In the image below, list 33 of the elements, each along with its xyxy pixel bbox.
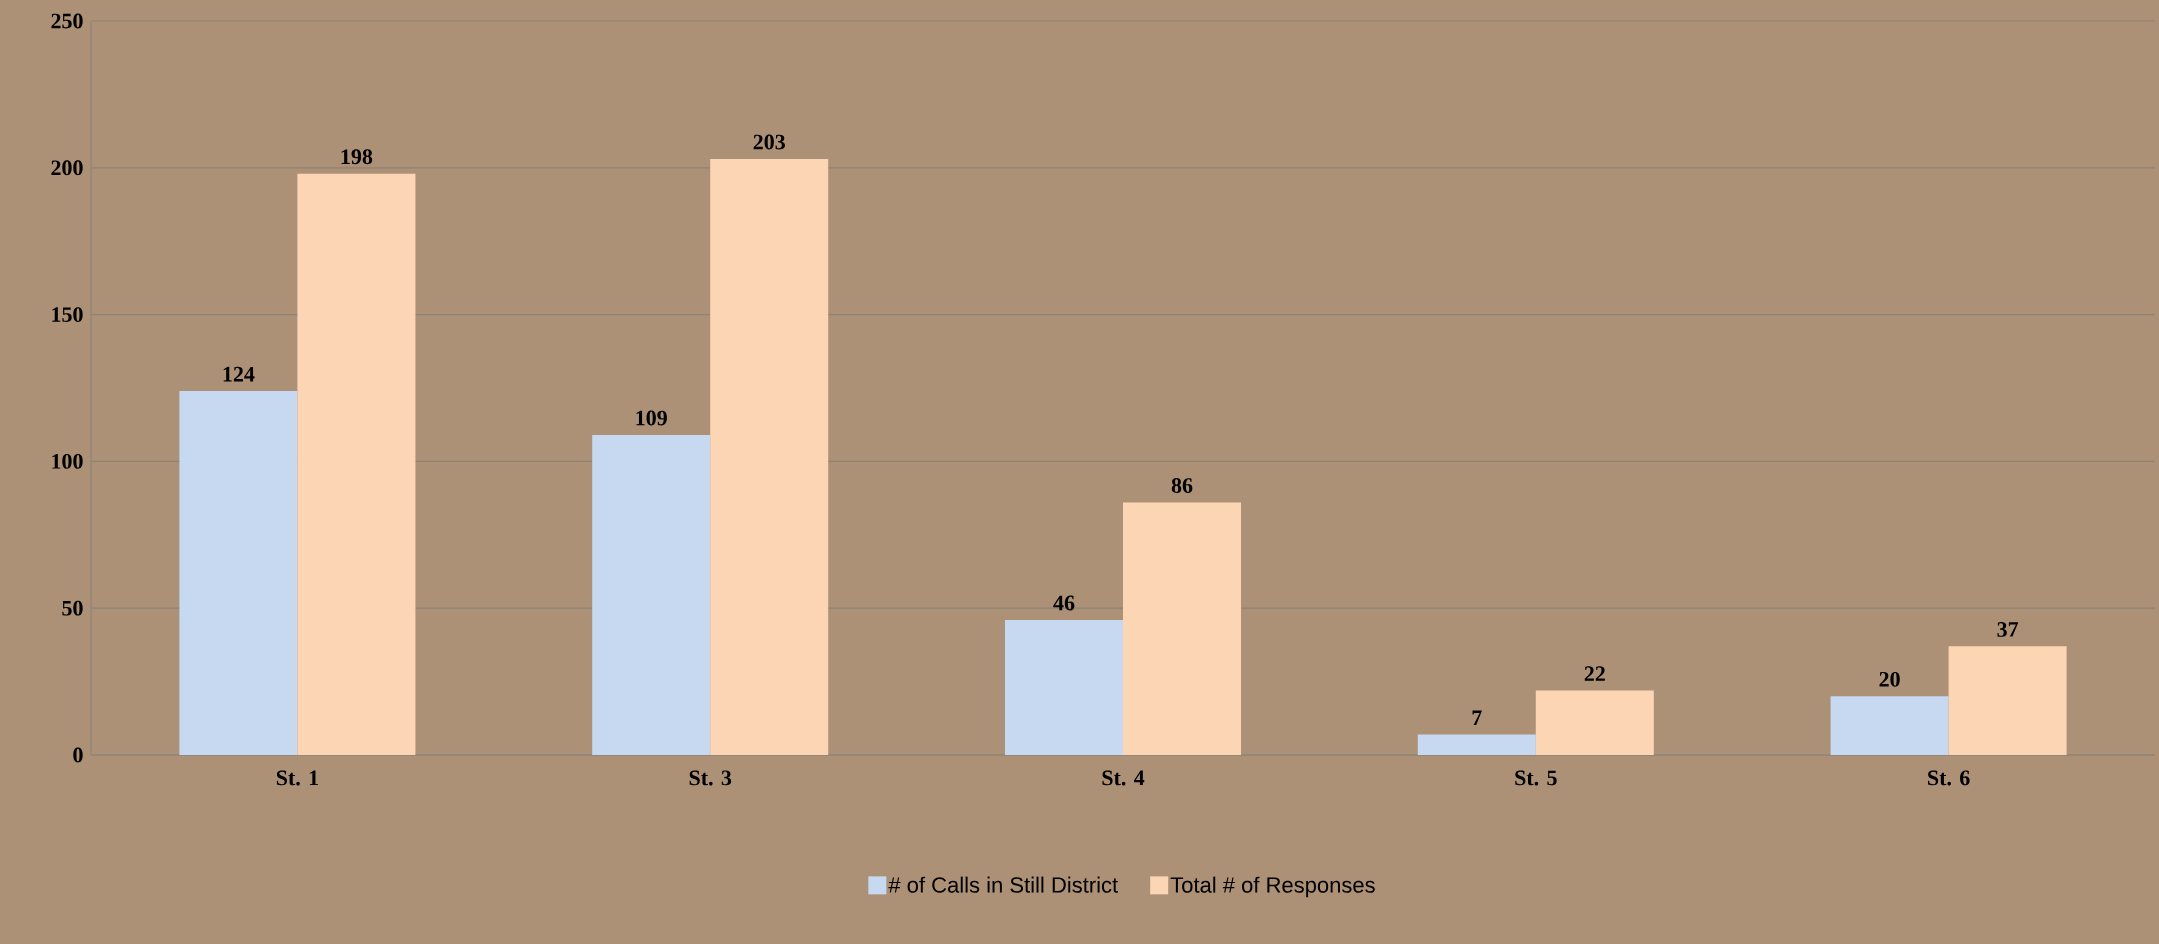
bar [710,158,829,755]
bar [592,434,711,755]
bar [179,390,298,755]
data-label: 109 [636,410,667,426]
bar [1535,690,1654,755]
bar [1417,734,1536,755]
x-tick-label: St. 6 [1928,770,1970,786]
y-tick-label: 150 [52,307,83,323]
data-label: 124 [223,366,255,382]
data-label: 86 [1171,478,1193,493]
bar [1830,696,1949,755]
bar [1005,619,1124,755]
data-label: 7 [1472,710,1482,725]
data-label: 20 [1879,671,1900,687]
y-tick-label: 50 [62,600,83,616]
x-tick-label: St. 3 [689,770,732,786]
data-label: 46 [1053,595,1075,611]
y-tick-label: 100 [52,453,83,469]
x-tick-label: St. 1 [276,770,318,786]
data-label: 37 [1997,622,2019,637]
y-tick-label: 200 [51,160,83,176]
data-label: 203 [753,134,785,150]
bar [297,173,416,755]
bar [1123,502,1242,755]
data-label: 22 [1584,666,1605,681]
y-tick-label: 250 [51,13,83,29]
x-tick-label: St. 5 [1515,770,1557,786]
x-tick-label: St. 4 [1102,770,1145,786]
data-label: 198 [341,149,373,165]
legend-label: # of Calls in Still District [888,876,1118,893]
bar [1948,646,2067,755]
y-tick-label: 0 [73,747,83,763]
legend-label: Total # of Responses [1170,876,1375,898]
